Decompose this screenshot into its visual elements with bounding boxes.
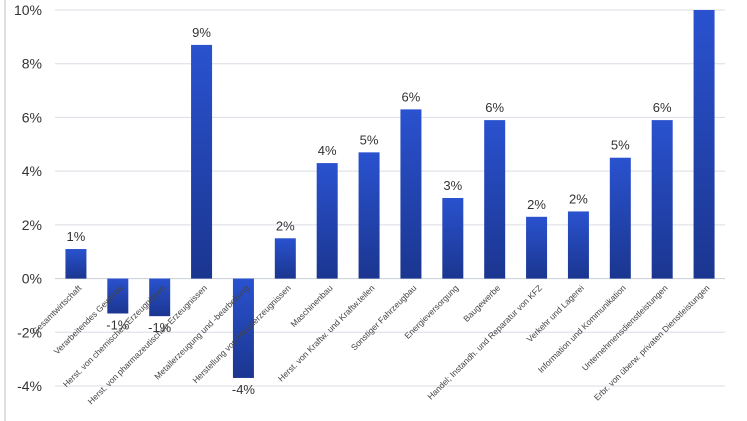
bar <box>149 278 171 317</box>
y-tick-label: -4% <box>17 378 42 394</box>
y-tick-label: -2% <box>17 324 42 340</box>
bar <box>526 216 548 279</box>
x-tick-label: Information und Kommunikation <box>536 283 628 375</box>
bar <box>693 10 715 279</box>
bar <box>316 163 338 279</box>
bar <box>567 211 589 279</box>
data-label: 1% <box>67 229 86 244</box>
bar <box>65 249 87 279</box>
bar <box>651 120 673 279</box>
data-label: 2% <box>569 191 588 206</box>
bars <box>65 10 715 378</box>
x-tick-label: Maschinenbau <box>288 283 334 329</box>
data-label: -4% <box>232 382 256 397</box>
y-tick-label: 0% <box>22 271 42 287</box>
data-label: 4% <box>318 143 337 158</box>
bar <box>191 44 213 279</box>
data-label: 6% <box>402 89 421 104</box>
x-tick-label: Unternehmensdienstleistungen <box>580 283 670 373</box>
bar <box>400 109 422 279</box>
data-label: 6% <box>653 100 672 115</box>
data-label: 5% <box>360 132 379 147</box>
bar <box>107 278 129 314</box>
bar <box>484 120 506 279</box>
bar <box>442 198 464 279</box>
bar <box>358 152 380 279</box>
data-label: 2% <box>276 218 295 233</box>
y-tick-label: 8% <box>22 56 42 72</box>
data-label: -1% <box>106 317 130 332</box>
x-tick-label: Baugewerbe <box>461 283 502 324</box>
data-labels: 1% -1% -1% 9% -4% 2% 4% 5% 6% 3% 6% 2% 2% 5% 6% <box>67 25 672 397</box>
bar <box>609 157 631 279</box>
data-label: 3% <box>443 178 462 193</box>
data-label: -1% <box>148 320 172 335</box>
bar <box>274 238 296 279</box>
y-tick-label: 2% <box>22 217 42 233</box>
data-label: 9% <box>192 25 211 40</box>
data-label: 2% <box>527 197 546 212</box>
y-tick-label: 10% <box>14 2 42 18</box>
y-tick-label: 6% <box>22 109 42 125</box>
y-tick-label: 4% <box>22 163 42 179</box>
bar <box>232 278 254 378</box>
data-label: 6% <box>485 100 504 115</box>
data-label: 5% <box>611 138 630 153</box>
y-axis: -4% -2% 0% 2% 4% 6% 8% 10% <box>14 2 42 394</box>
